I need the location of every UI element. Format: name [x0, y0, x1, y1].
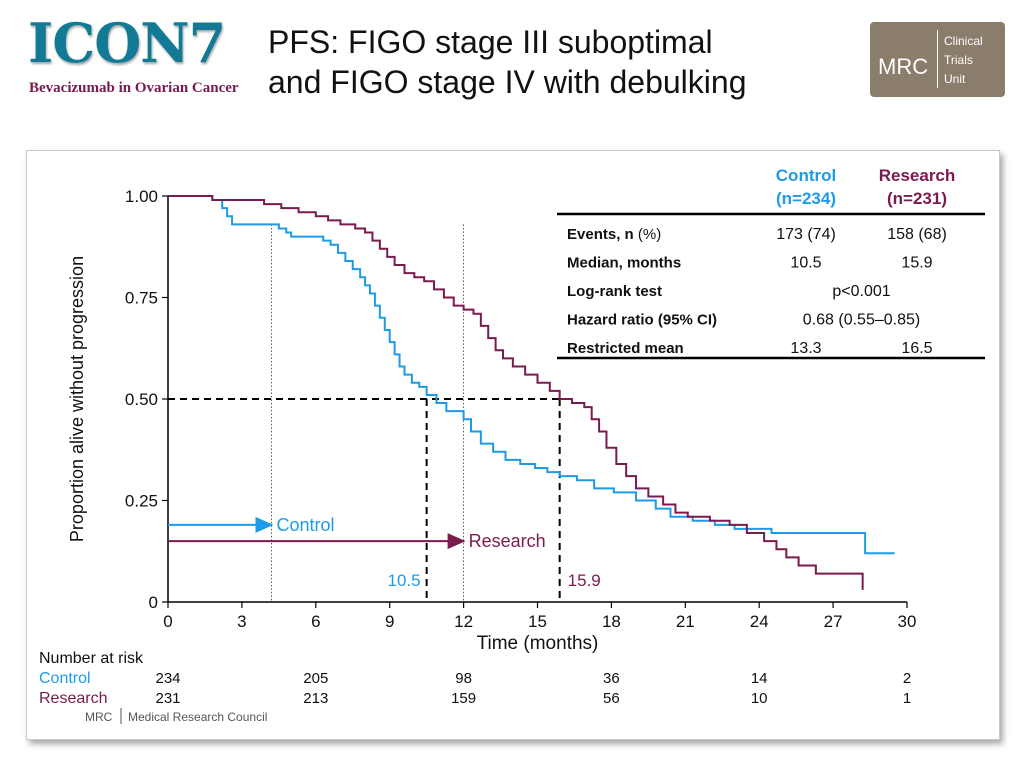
slide-title-line-2: and FIGO stage IV with debulking [268, 64, 747, 100]
x-axis-label: Time (months) [477, 633, 599, 654]
risk-count: 98 [455, 670, 472, 687]
median-label-control: 10.5 [388, 571, 421, 590]
risk-count: 2 [903, 670, 911, 687]
risk-row-name-control: Control [39, 670, 91, 687]
risk-count: 159 [451, 690, 476, 707]
table-row-label: Events, n (%) [567, 226, 661, 243]
table-row-label: Restricted mean [567, 340, 684, 357]
y-tick-label: 0.25 [125, 492, 158, 511]
y-tick-label: 0.75 [125, 289, 158, 308]
table-cell-combined: 0.68 (0.55–0.85) [803, 312, 920, 329]
risk-count: 10 [751, 690, 768, 707]
risk-count: 56 [603, 690, 620, 707]
table-header-research-n: (n=231) [887, 189, 947, 208]
mrc-logo-divider [937, 30, 938, 88]
table-cell-control: 10.5 [790, 255, 821, 272]
mrc-logo-unit-text: Clinical Trials Unit [944, 32, 983, 89]
mrc-logo-abbr: MRC [878, 54, 929, 79]
table-header-control: Control [776, 166, 836, 185]
km-curve-research [168, 195, 864, 590]
x-tick-label: 15 [528, 612, 547, 631]
risk-count: 36 [603, 670, 620, 687]
x-tick-label: 3 [237, 612, 246, 631]
chart-panel: 0 0.25 0.50 0.75 1.00 0 3 6 9 12 15 18 21 24 27 30 Time … [26, 150, 1000, 740]
x-tick-label: 30 [898, 612, 917, 631]
risk-count: 213 [303, 690, 328, 707]
table-row-label: Hazard ratio (95% CI) [567, 312, 717, 329]
x-tick-label: 9 [385, 612, 394, 631]
arrow-label-research: Research [469, 531, 546, 551]
risk-count: 231 [155, 690, 180, 707]
slide-title-line-1: PFS: FIGO stage III suboptimal [268, 24, 713, 60]
mrc-logo-line: Trials [944, 53, 973, 67]
risk-row-name-research: Research [39, 690, 107, 707]
risk-count: 205 [303, 670, 328, 687]
table-row-label: Median, months [567, 255, 681, 272]
table-cell-combined: p<0.001 [832, 283, 890, 300]
risk-table-title: Number at risk [39, 650, 144, 667]
km-chart: 00.250.500.751.000 3 6 9 12 15 18 21 24 27 30Time … [39, 166, 985, 724]
footer-mrc-name: Medical Research Council [128, 710, 267, 724]
mrc-logo-line: Clinical [944, 34, 983, 48]
median-label-research: 15.9 [568, 571, 601, 590]
mrc-logo-line: Unit [944, 72, 966, 86]
table-row-label: Log-rank test [567, 283, 662, 300]
y-axis-label: Proportion alive without progression [67, 256, 87, 542]
risk-count: 234 [155, 670, 180, 687]
table-cell-research: 15.9 [901, 255, 932, 272]
table-header-control-n: (n=234) [776, 189, 836, 208]
y-tick-label: 1.00 [125, 187, 158, 206]
x-tick-label: 27 [824, 612, 843, 631]
y-tick-label: 0 [149, 593, 158, 612]
x-tick-label: 24 [750, 612, 769, 631]
x-tick-label: 0 [163, 612, 172, 631]
x-tick-label: 12 [454, 612, 473, 631]
x-tick-label: 21 [676, 612, 695, 631]
risk-count: 14 [751, 670, 768, 687]
mrc-ctu-logo: MRC Clinical Trials Unit [870, 22, 1005, 97]
table-cell-research: 158 (68) [887, 226, 947, 243]
table-cell-control: 13.3 [790, 340, 821, 357]
x-tick-label: 18 [602, 612, 621, 631]
risk-count: 1 [903, 690, 911, 707]
logo-wordmark: ICON7 [28, 11, 226, 75]
logo-subtitle: Bevacizumab in Ovarian Cancer [29, 80, 239, 96]
icon7-logo: ICON7 Bevacizumab in Ovarian Cancer [28, 16, 253, 102]
slide-title: PFS: FIGO stage III suboptimal and FIGO … [268, 22, 746, 102]
table-cell-research: 16.5 [901, 340, 932, 357]
km-curve-control [168, 195, 895, 555]
x-tick-label: 6 [311, 612, 320, 631]
arrow-label-control: Control [276, 515, 334, 535]
y-tick-label: 0.50 [125, 390, 158, 409]
footer-mrc-abbr: MRC [85, 710, 113, 724]
table-header-research: Research [879, 166, 956, 185]
table-cell-control: 173 (74) [776, 226, 836, 243]
